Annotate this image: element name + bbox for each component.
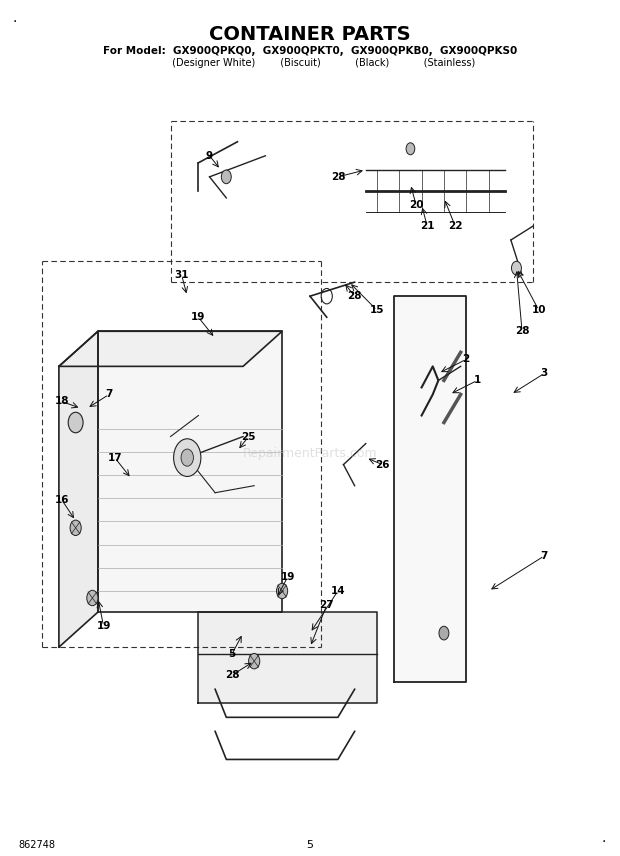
Text: 28: 28 bbox=[224, 670, 239, 681]
Text: 20: 20 bbox=[409, 200, 423, 210]
Text: CONTAINER PARTS: CONTAINER PARTS bbox=[209, 25, 411, 44]
Text: 28: 28 bbox=[515, 326, 529, 336]
Circle shape bbox=[221, 170, 231, 184]
Text: 862748: 862748 bbox=[19, 840, 56, 850]
Text: ·: · bbox=[12, 15, 17, 29]
Circle shape bbox=[181, 449, 193, 467]
Polygon shape bbox=[394, 296, 466, 682]
Text: 1: 1 bbox=[474, 376, 481, 385]
Text: 5: 5 bbox=[228, 649, 236, 659]
Text: 9: 9 bbox=[206, 151, 213, 161]
Text: 21: 21 bbox=[420, 221, 435, 231]
Text: 19: 19 bbox=[191, 312, 206, 322]
Text: 5: 5 bbox=[306, 840, 314, 850]
Polygon shape bbox=[59, 331, 98, 647]
Text: (Designer White)        (Biscuit)           (Black)           (Stainless): (Designer White) (Biscuit) (Black) (Stai… bbox=[144, 58, 476, 68]
Text: ·: · bbox=[601, 835, 606, 849]
Text: 14: 14 bbox=[330, 586, 345, 596]
Text: 3: 3 bbox=[541, 368, 548, 378]
Text: 10: 10 bbox=[531, 306, 546, 315]
Circle shape bbox=[277, 583, 288, 598]
Text: 19: 19 bbox=[96, 621, 111, 631]
Text: 7: 7 bbox=[105, 389, 113, 400]
Text: 22: 22 bbox=[448, 221, 463, 231]
Text: 27: 27 bbox=[319, 600, 334, 610]
Text: 28: 28 bbox=[347, 291, 362, 301]
Circle shape bbox=[249, 653, 260, 669]
Text: For Model:  GX900QPKQ0,  GX900QPKT0,  GX900QPKB0,  GX900QPKS0: For Model: GX900QPKQ0, GX900QPKT0, GX900… bbox=[103, 46, 517, 56]
Polygon shape bbox=[98, 331, 282, 612]
Text: 16: 16 bbox=[55, 495, 69, 505]
Circle shape bbox=[68, 413, 83, 433]
Text: 19: 19 bbox=[280, 572, 295, 582]
Polygon shape bbox=[198, 612, 377, 704]
Circle shape bbox=[406, 143, 415, 155]
Text: 28: 28 bbox=[330, 172, 345, 181]
Circle shape bbox=[174, 439, 201, 477]
Text: 18: 18 bbox=[55, 396, 69, 407]
Text: 25: 25 bbox=[241, 431, 256, 442]
Circle shape bbox=[87, 591, 98, 606]
Text: 17: 17 bbox=[107, 453, 122, 462]
Text: 2: 2 bbox=[463, 354, 470, 365]
Text: RepairmentParts.com: RepairmentParts.com bbox=[242, 447, 378, 461]
Circle shape bbox=[439, 627, 449, 640]
Circle shape bbox=[512, 261, 521, 275]
Text: 26: 26 bbox=[375, 460, 390, 470]
Circle shape bbox=[70, 520, 81, 536]
Text: 31: 31 bbox=[174, 270, 189, 280]
Polygon shape bbox=[59, 331, 282, 366]
Text: 15: 15 bbox=[370, 306, 384, 315]
Text: 7: 7 bbox=[541, 551, 548, 561]
